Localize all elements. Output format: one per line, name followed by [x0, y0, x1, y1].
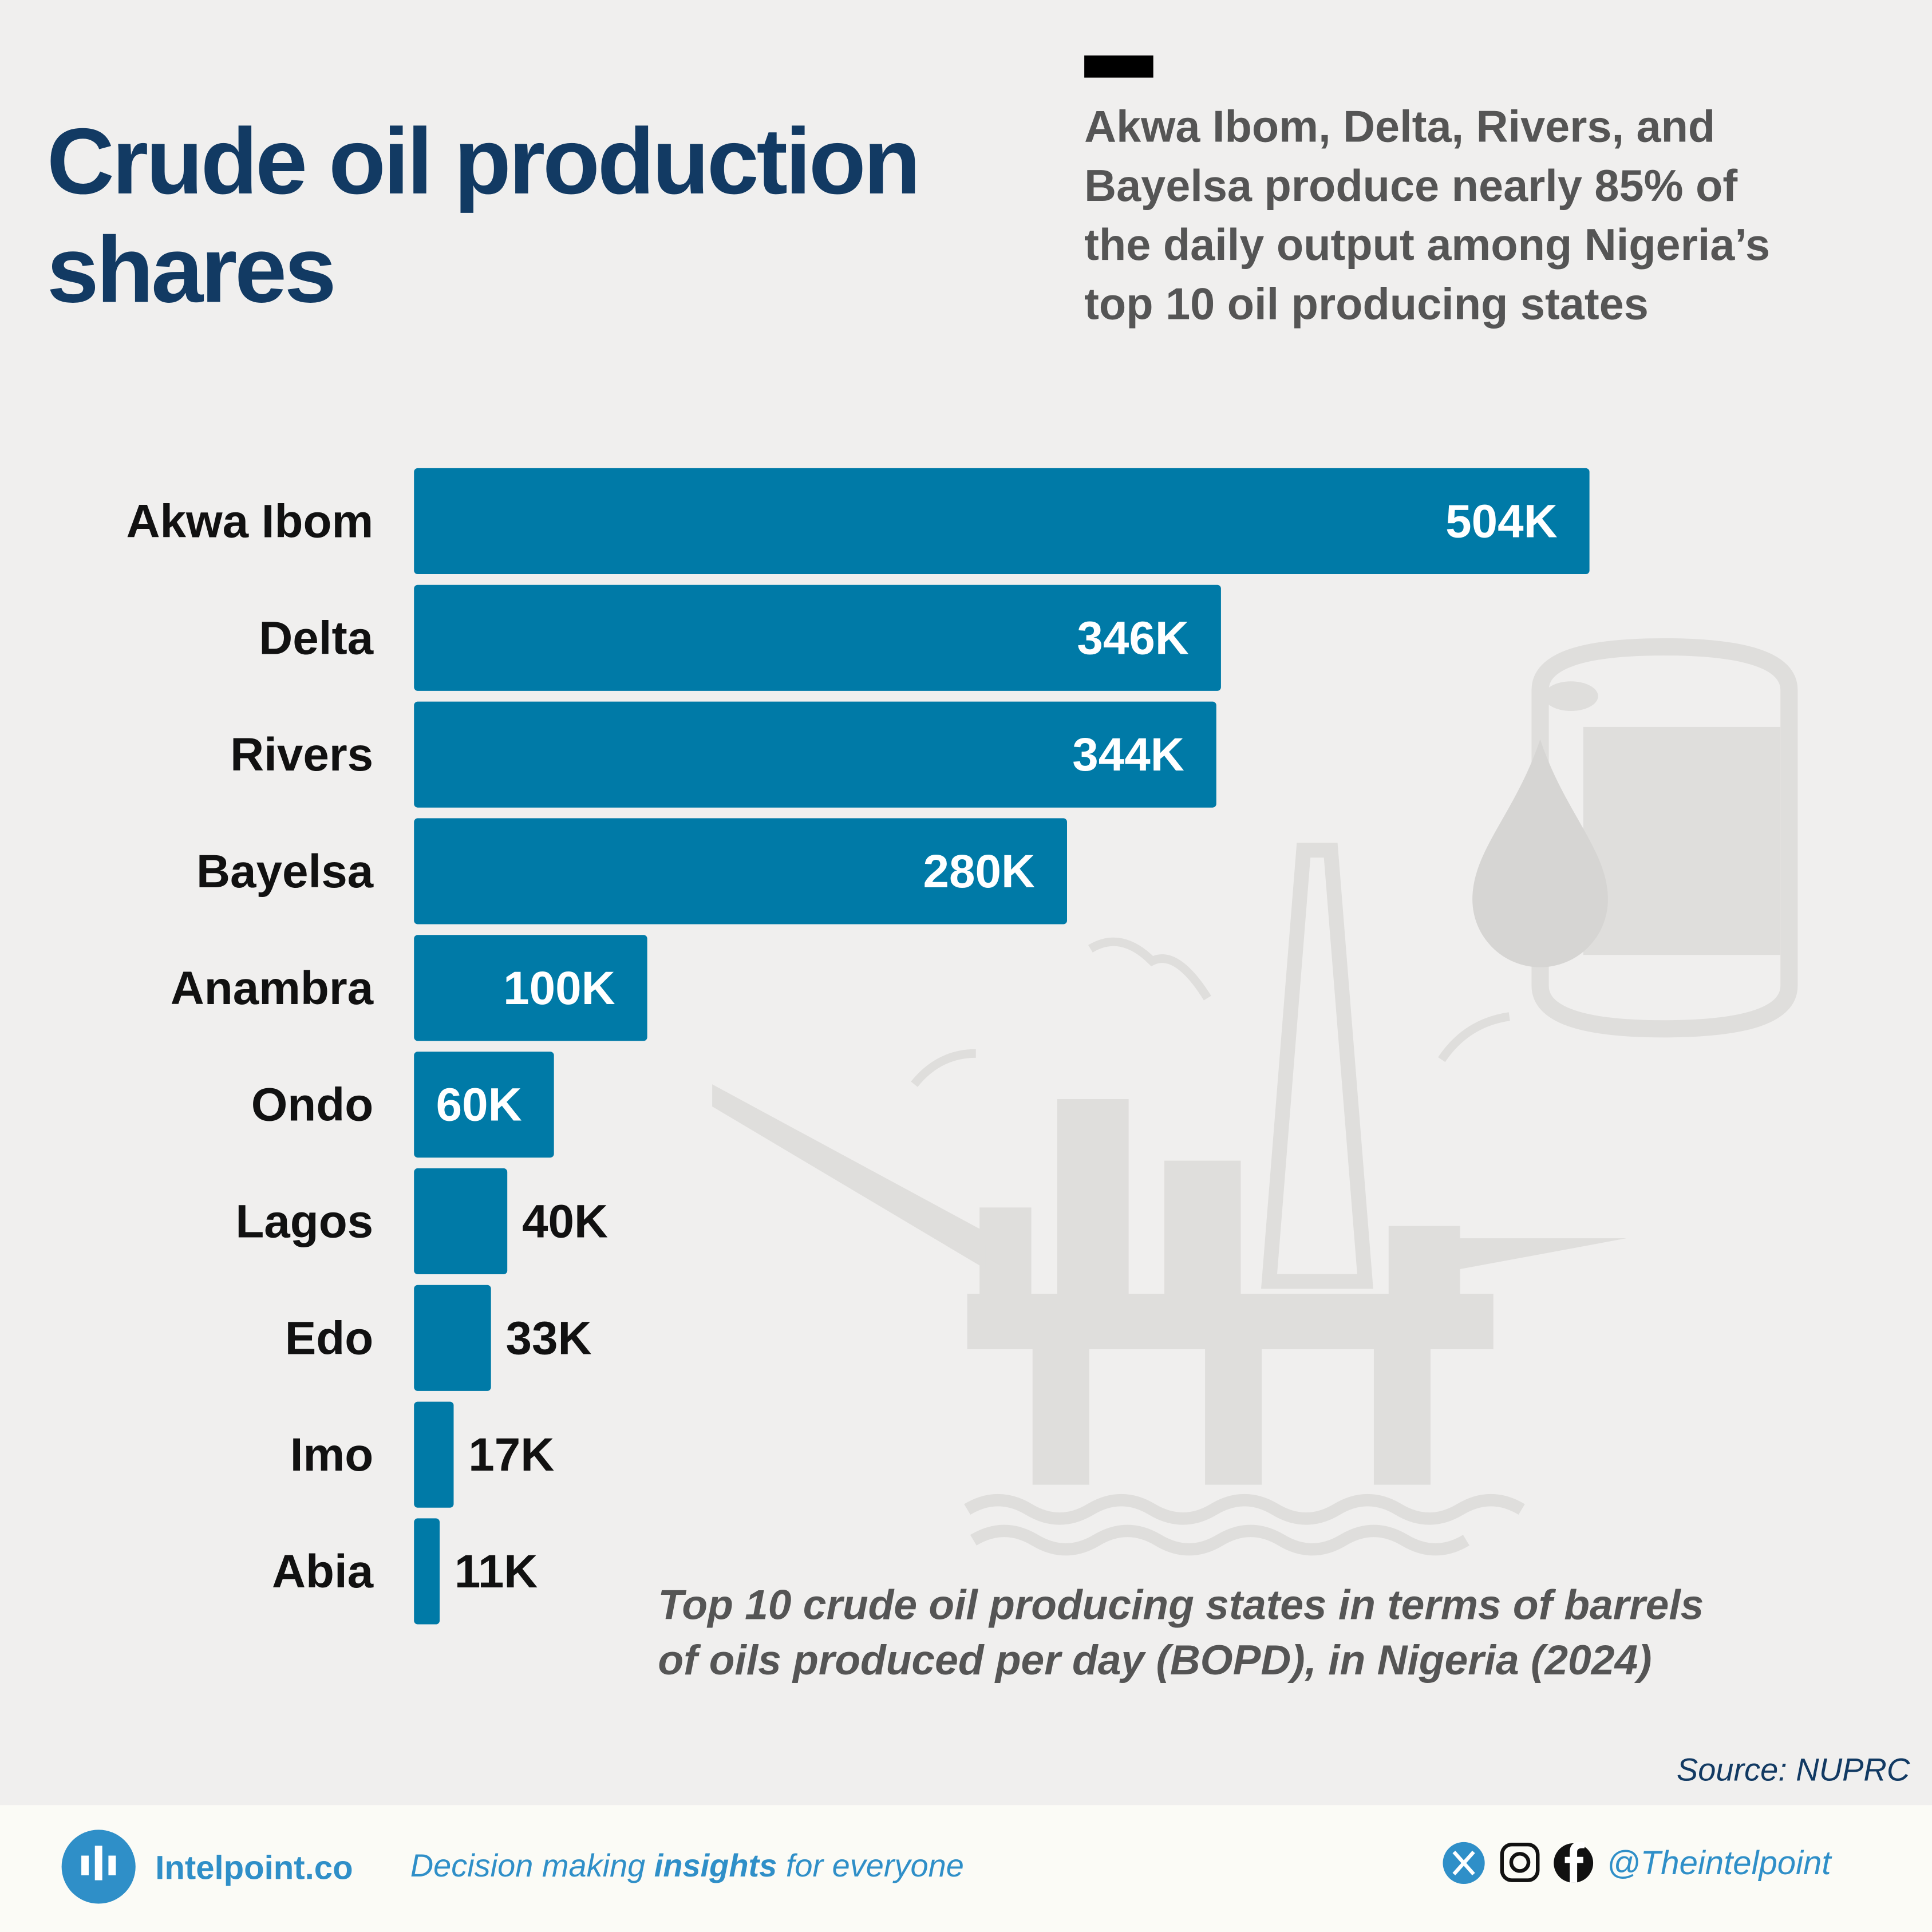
title-line: shares — [47, 217, 334, 322]
x-icon-glyph — [1452, 1850, 1475, 1875]
category-label: Lagos — [235, 1195, 373, 1247]
subtitle-line: Bayelsa produce nearly 85% of — [1084, 161, 1737, 211]
category-label: Bayelsa — [196, 846, 374, 898]
category-label: Edo — [285, 1312, 373, 1364]
category-label: Delta — [259, 612, 373, 664]
bar — [414, 1401, 454, 1508]
handle: @Theintelpoint — [1607, 1844, 1833, 1882]
bar — [414, 1168, 508, 1275]
bars: Akwa Ibom 504K Delta 346K Rivers 344K Bayelsa 2… — [126, 468, 1590, 1625]
subtitle: Akwa Ibom, Delta, Rivers, and Bayelsa pro… — [1084, 102, 1770, 329]
logo-bars — [81, 1846, 116, 1880]
value-label: 344K — [1072, 729, 1184, 781]
bar — [414, 1518, 440, 1625]
note: Top 10 crude oil producing states in ter… — [658, 1581, 1704, 1684]
bar — [414, 1285, 491, 1391]
tagline-part: Decision making — [410, 1847, 654, 1883]
instagram-lens — [1509, 1852, 1531, 1873]
instagram-icon — [1500, 1842, 1540, 1882]
tagline-part: for everyone — [777, 1847, 964, 1883]
bar — [414, 468, 1590, 575]
value-label: 17K — [468, 1429, 554, 1481]
subtitle-line: top 10 oil producing states — [1084, 279, 1649, 329]
bar — [414, 935, 647, 1041]
accent-bar — [1084, 55, 1153, 78]
value-label: 60K — [436, 1079, 522, 1131]
category-label: Ondo — [251, 1079, 373, 1131]
bar — [414, 818, 1067, 924]
tagline: Decision making insights for everyone — [410, 1847, 964, 1883]
bar — [414, 701, 1216, 808]
value-label: 40K — [522, 1195, 608, 1247]
value-label: 346K — [1077, 612, 1189, 664]
footer — [0, 1805, 1932, 1932]
category-label: Abia — [272, 1546, 374, 1598]
note-line: of oils produced per day (BOPD), in Nige… — [658, 1637, 1652, 1684]
note-line: Top 10 crude oil producing states in ter… — [658, 1581, 1704, 1628]
subtitle-line: Akwa Ibom, Delta, Rivers, and — [1084, 102, 1715, 152]
value-label: 504K — [1445, 495, 1558, 547]
category-label: Rivers — [230, 729, 373, 781]
value-label: 280K — [923, 846, 1036, 898]
category-label: Anambra — [171, 962, 374, 1014]
category-label: Imo — [290, 1429, 373, 1481]
subtitle-line: the daily output among Nigeria’s — [1084, 220, 1770, 270]
bar — [414, 1052, 554, 1158]
facebook-glyph — [1564, 1842, 1585, 1883]
category-label: Akwa Ibom — [126, 495, 373, 547]
bar — [414, 584, 1221, 691]
brand: Intelpoint.co — [155, 1849, 353, 1886]
value-label: 33K — [505, 1312, 591, 1364]
value-label: 11K — [455, 1546, 538, 1598]
tagline-part: insights — [654, 1847, 777, 1883]
value-label: 100K — [503, 962, 615, 1014]
title-line: Crude oil production — [47, 109, 918, 214]
rig-illustration — [712, 638, 1798, 1556]
source: Source: NUPRC — [1677, 1751, 1910, 1787]
